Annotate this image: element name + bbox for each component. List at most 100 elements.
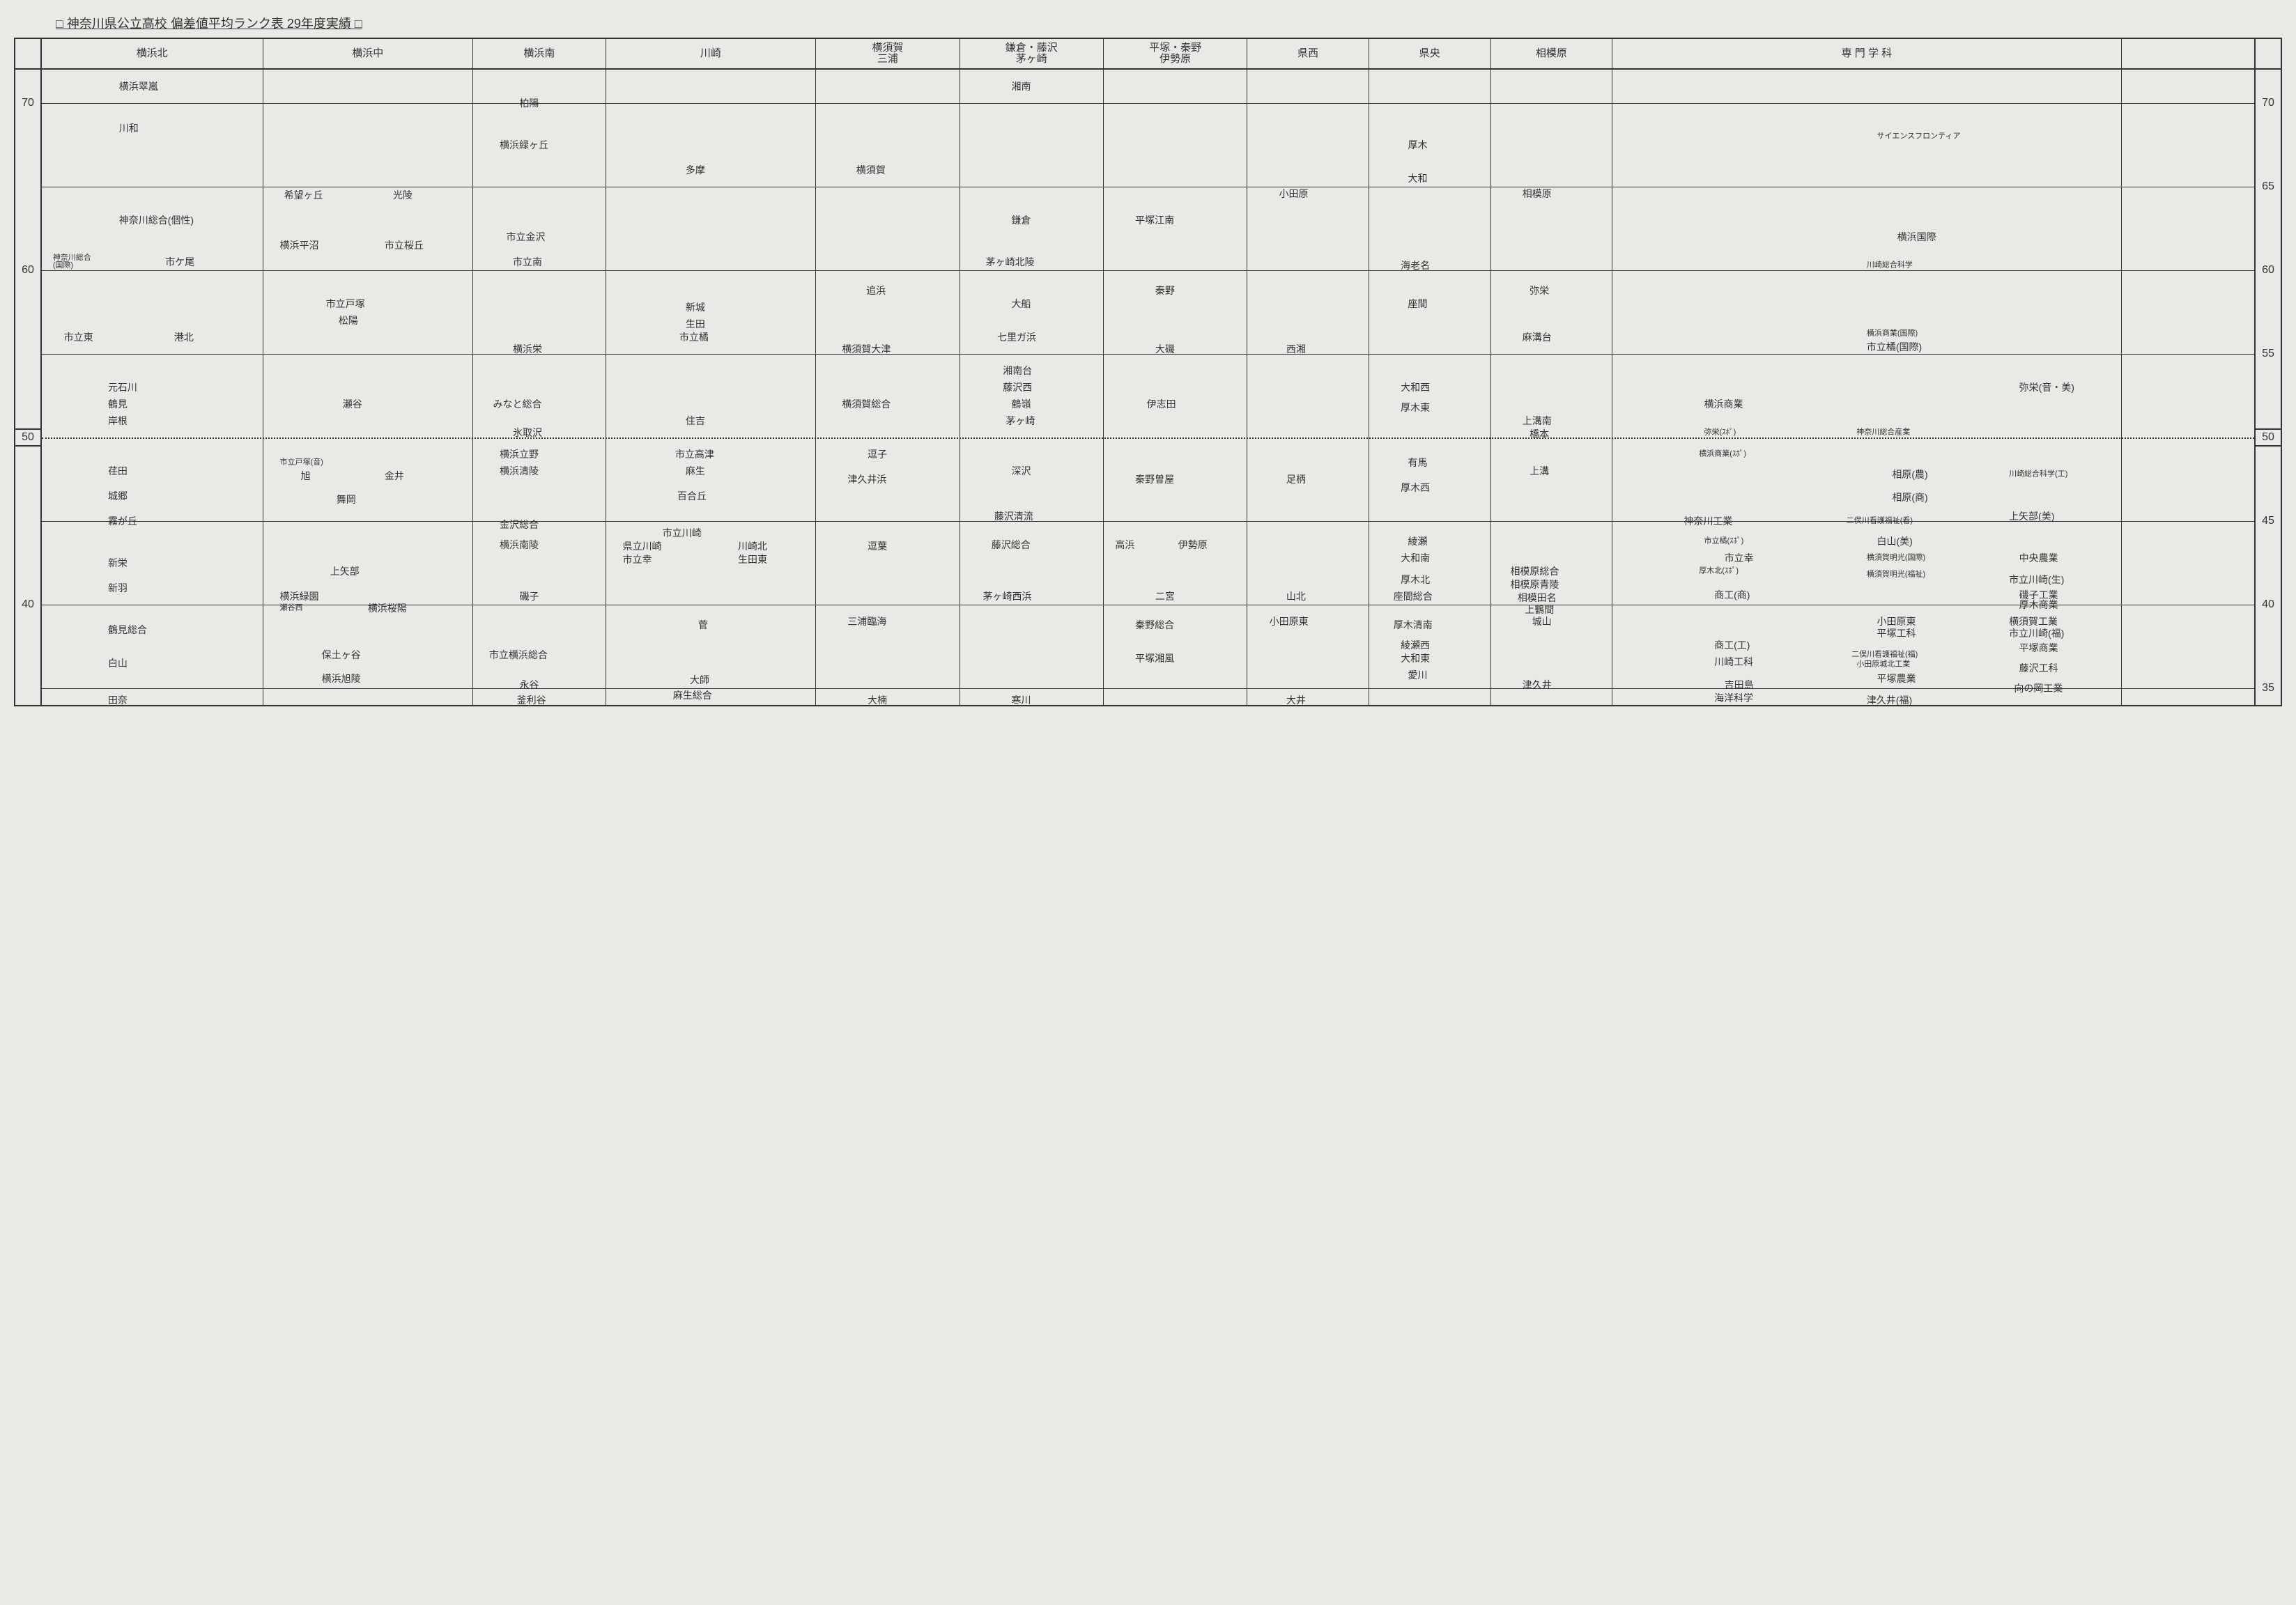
school-label: 鶴見総合 bbox=[108, 625, 147, 635]
school-label: 秦野曽屋 bbox=[1135, 474, 1174, 484]
school-label: 茅ヶ崎北陵 bbox=[986, 257, 1035, 267]
school-label: 大楠 bbox=[868, 695, 887, 705]
school-label: 白山(美) bbox=[1877, 536, 1912, 546]
school-label: 大井 bbox=[1286, 695, 1306, 705]
school-label: 足柄 bbox=[1286, 474, 1306, 484]
school-label: 伊勢原 bbox=[1178, 540, 1208, 550]
axis-tick: 50 bbox=[14, 428, 42, 447]
school-label: 横浜立野 bbox=[500, 449, 539, 459]
chart-column: 小田原西湘足柄山北小田原東大井 bbox=[1247, 70, 1369, 705]
school-label: 追浜 bbox=[866, 286, 886, 295]
school-label: 上鶴間 bbox=[1525, 605, 1554, 614]
school-label: 市立川崎(生) bbox=[2009, 575, 2064, 584]
school-label: 湘南台 bbox=[1003, 366, 1032, 375]
axis-tick: 45 bbox=[2256, 515, 2281, 527]
school-label: 横浜商業 bbox=[1704, 399, 1743, 409]
school-label: 厚木北(ｽﾎﾟ) bbox=[1699, 568, 1739, 575]
axis-tick: 50 bbox=[2254, 428, 2282, 447]
school-label: 鶴嶺 bbox=[1012, 399, 1031, 409]
school-label: 横浜緑園 bbox=[280, 591, 319, 601]
school-label: 市立金沢 bbox=[507, 232, 546, 242]
school-label: 相原(商) bbox=[1892, 493, 1927, 502]
school-label: 市立戸塚(音) bbox=[280, 459, 323, 467]
school-label: 麻生総合 bbox=[673, 690, 712, 700]
school-label: 商工(工) bbox=[1714, 640, 1750, 650]
school-label: 市ケ尾 bbox=[165, 257, 194, 267]
chart-column: 柏陽横浜緑ヶ丘市立金沢市立南横浜栄みなと総合氷取沢横浜立野横浜清陵金沢総合横浜南… bbox=[473, 70, 606, 705]
school-label: 川崎総合科学 bbox=[1867, 261, 1913, 269]
school-label: 秦野 bbox=[1155, 286, 1175, 295]
chart-column: 厚木大和海老名座間大和西厚木東有馬厚木西綾瀬大和南厚木北座間総合厚木清南綾瀬西大… bbox=[1369, 70, 1491, 705]
school-label: 有馬 bbox=[1408, 458, 1428, 467]
school-label: 舞岡 bbox=[337, 495, 356, 504]
school-label: 横浜清陵 bbox=[500, 466, 539, 476]
school-label: 七里ガ浜 bbox=[997, 332, 1036, 342]
school-label: 生田 bbox=[686, 319, 705, 329]
school-label: 橋本 bbox=[1530, 429, 1549, 439]
school-label: 市立戸塚 bbox=[326, 299, 365, 309]
school-label: 厚木北 bbox=[1401, 575, 1430, 584]
school-label: 二宮 bbox=[1155, 591, 1175, 601]
col-head: 横浜北 bbox=[42, 39, 263, 68]
school-label: 鎌倉 bbox=[1012, 215, 1031, 225]
school-label: 茅ヶ崎西浜 bbox=[983, 591, 1031, 601]
chart-column: 湘南鎌倉茅ヶ崎北陵大船七里ガ浜湘南台藤沢西鶴嶺茅ヶ崎深沢藤沢清流藤沢総合茅ヶ崎西… bbox=[960, 70, 1104, 705]
school-label: 住吉 bbox=[686, 416, 705, 426]
school-label: 愛川 bbox=[1408, 670, 1428, 680]
chart-column: 多摩新城生田市立橘住吉市立高津麻生百合丘市立川崎県立川崎川崎北市立幸生田東菅大師… bbox=[606, 70, 817, 705]
school-label: 藤沢清流 bbox=[994, 511, 1033, 521]
school-label: 横浜国際 bbox=[1897, 232, 1936, 242]
school-label: 磯子 bbox=[519, 591, 539, 601]
school-label: 市立東 bbox=[64, 332, 93, 342]
school-label: 伊志田 bbox=[1147, 399, 1176, 409]
school-label: 相模田名 bbox=[1518, 593, 1557, 603]
school-label: 希望ヶ丘 bbox=[284, 190, 323, 200]
school-label: 厚木西 bbox=[1401, 483, 1430, 493]
school-label: 新城 bbox=[686, 302, 705, 312]
chart-columns: 横浜翠嵐川和神奈川総合(個性)神奈川総合(国際)市ケ尾市立東港北元石川鶴見岸根荏… bbox=[42, 70, 2254, 705]
school-label: 横浜翠嵐 bbox=[119, 82, 158, 91]
school-label: 平塚江南 bbox=[1135, 215, 1174, 225]
school-label: 神奈川総合(国際) bbox=[53, 254, 91, 270]
school-label: 市立橘(国際) bbox=[1867, 342, 1922, 352]
school-label: 藤沢総合 bbox=[992, 540, 1031, 550]
school-label: 山北 bbox=[1286, 591, 1306, 601]
school-label: 平塚工科 bbox=[1877, 628, 1916, 638]
school-label: 市立橘(ｽﾎﾟ) bbox=[1704, 537, 1744, 545]
school-label: 二俣川看護福祉(福) bbox=[1851, 651, 1918, 659]
school-label: 西湘 bbox=[1286, 344, 1306, 354]
axis-tick: 60 bbox=[15, 264, 40, 277]
school-label: 川崎総合科学(工) bbox=[2009, 470, 2067, 478]
school-label: 上矢部 bbox=[330, 566, 360, 576]
chart-column: 相模原弥栄麻溝台上溝南橋本上溝相模原総合相模原青陵相模田名上鶴間城山津久井 bbox=[1491, 70, 1613, 705]
school-label: 大和 bbox=[1408, 173, 1428, 183]
school-label: 新羽 bbox=[108, 583, 128, 593]
header-row: 横浜北横浜中横浜南川崎横須賀三浦鎌倉・藤沢茅ヶ崎平塚・秦野伊勢原県西県央相模原専… bbox=[15, 39, 2281, 70]
school-label: 横須賀大津 bbox=[842, 344, 891, 354]
school-label: 神奈川総合(個性) bbox=[119, 215, 194, 225]
school-label: 瀬谷西 bbox=[280, 604, 303, 612]
school-label: 新栄 bbox=[108, 558, 128, 568]
school-label: 市立高津 bbox=[675, 449, 714, 459]
school-label: 湘南 bbox=[1012, 82, 1031, 91]
school-label: 光陵 bbox=[393, 190, 413, 200]
school-label: 元石川 bbox=[108, 382, 137, 392]
school-label: 磯子工業 bbox=[2019, 590, 2058, 600]
axis-tick: 70 bbox=[2256, 97, 2281, 109]
school-label: みなと総合 bbox=[493, 399, 542, 409]
school-label: 岸根 bbox=[108, 416, 128, 426]
school-label: 市立川崎(福) bbox=[2009, 628, 2064, 638]
school-label: 平塚農業 bbox=[1877, 674, 1916, 683]
axis-spacer bbox=[2254, 39, 2281, 68]
school-label: 市立桜丘 bbox=[385, 240, 424, 250]
school-label: 市立幸 bbox=[1725, 553, 1754, 563]
school-label: 弥栄(ｽﾎﾟ) bbox=[1704, 428, 1736, 436]
school-label: 弥栄(音・美) bbox=[2019, 382, 2074, 392]
school-label: 向の岡工業 bbox=[2014, 683, 2063, 693]
school-label: 三浦臨海 bbox=[847, 617, 886, 626]
school-label: 大磯 bbox=[1155, 344, 1175, 354]
school-label: 市立幸 bbox=[623, 555, 652, 564]
school-label: 保土ヶ谷 bbox=[322, 650, 361, 660]
school-label: 二俣川看護福祉(看) bbox=[1847, 518, 1913, 525]
col-head: 鎌倉・藤沢茅ヶ崎 bbox=[960, 39, 1104, 68]
